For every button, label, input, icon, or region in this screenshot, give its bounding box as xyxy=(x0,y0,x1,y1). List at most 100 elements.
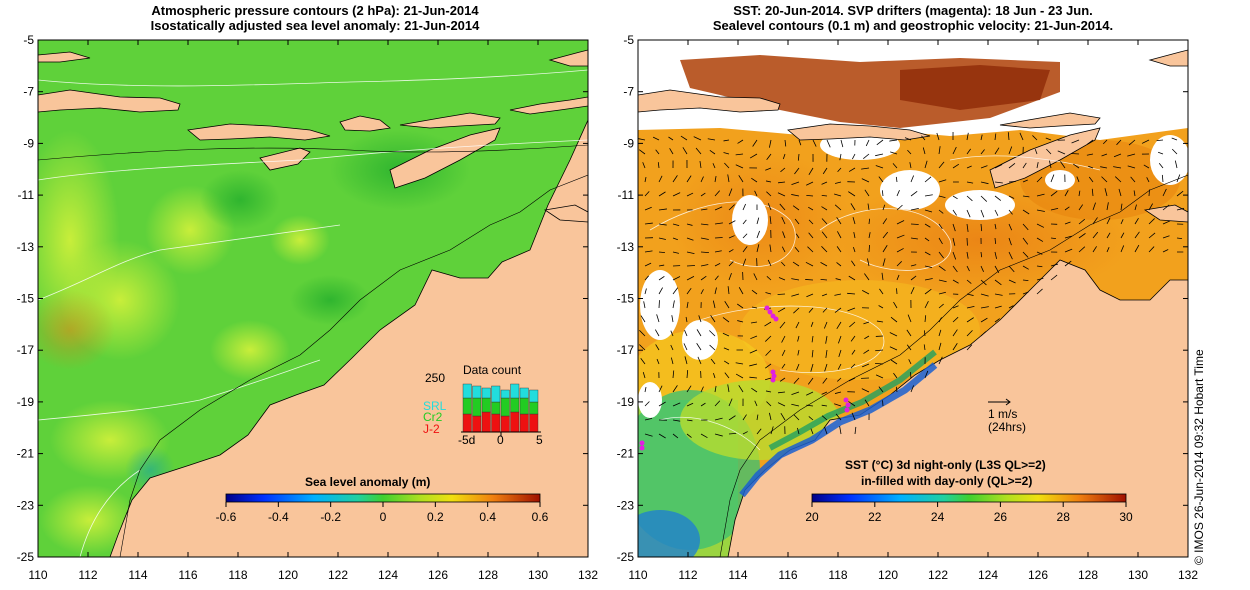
right-lon-tick: 114 xyxy=(728,568,747,582)
velocity-arrow xyxy=(1078,233,1086,239)
velocity-arrow xyxy=(1022,195,1030,198)
velocity-arrow xyxy=(737,139,744,144)
data-count-bar-cr2 xyxy=(491,401,501,415)
velocity-arrow xyxy=(1176,190,1184,197)
velocity-arrow xyxy=(723,139,730,142)
left-panel-title: Atmospheric pressure contours (2 hPa): 2… xyxy=(40,3,590,33)
velocity-arrow xyxy=(952,209,957,216)
velocity-arrow xyxy=(1078,246,1086,253)
velocity-arrow xyxy=(672,419,681,422)
right-lat-tick: -15 xyxy=(617,292,635,306)
left-lon-tick: 124 xyxy=(378,568,398,582)
data-count-ymax: 250 xyxy=(425,371,445,385)
velocity-arrow xyxy=(889,346,898,351)
velocity-arrow xyxy=(853,231,856,239)
velocity-arrow xyxy=(742,233,748,239)
sla-land xyxy=(38,49,588,557)
velocity-arrow xyxy=(658,401,666,407)
velocity-arrow xyxy=(865,139,870,147)
velocity-arrow xyxy=(652,136,660,141)
velocity-arrow xyxy=(893,372,898,379)
velocity-arrow xyxy=(782,153,786,160)
velocity-arrow xyxy=(910,287,915,295)
sst-colorbar-ticks: 20 22 24 26 28 30 xyxy=(805,502,1133,524)
velocity-arrow xyxy=(952,305,959,309)
velocity-arrow xyxy=(834,307,842,313)
velocity-arrow xyxy=(994,251,997,259)
velocity-arrow xyxy=(672,433,679,439)
velocity-arrow xyxy=(728,433,737,435)
velocity-arrow xyxy=(1008,237,1012,246)
velocity-arrow xyxy=(820,278,828,281)
velocity-arrow xyxy=(1133,190,1136,197)
velocity-arrow xyxy=(1022,291,1029,295)
velocity-arrow xyxy=(938,265,946,272)
velocity-arrow xyxy=(811,335,814,343)
velocity-arrow xyxy=(770,426,774,435)
velocity-arrow xyxy=(797,153,800,161)
velocity-arrow xyxy=(640,315,646,323)
sla-map xyxy=(38,40,588,557)
velocity-arrow xyxy=(765,390,772,393)
velocity-arrow xyxy=(924,237,930,242)
sst-colorbar-tick: 28 xyxy=(1057,510,1071,524)
velocity-arrow xyxy=(896,274,900,281)
velocity-arrow xyxy=(906,344,912,351)
data-count-bar-srl xyxy=(472,385,482,399)
velocity-arrow xyxy=(938,251,944,259)
velocity-arrow xyxy=(780,412,786,421)
velocity-arrow xyxy=(822,167,828,175)
velocity-arrow xyxy=(672,223,680,227)
velocity-scale-label: 1 m/s xyxy=(988,407,1017,421)
velocity-arrow xyxy=(808,167,814,176)
velocity-arrow xyxy=(1106,247,1110,253)
velocity-arrow xyxy=(1022,162,1027,169)
velocity-arrow xyxy=(863,153,870,160)
velocity-arrow xyxy=(756,428,762,435)
velocity-arrow xyxy=(966,279,972,284)
velocity-arrow xyxy=(700,275,707,281)
velocity-arrow xyxy=(1162,188,1167,197)
right-lon-tick: 124 xyxy=(978,568,998,582)
velocity-arrow xyxy=(863,349,870,354)
velocity-arrow xyxy=(834,193,842,197)
velocity-arrow xyxy=(966,293,974,296)
velocity-arrow xyxy=(980,181,989,185)
velocity-arrow xyxy=(806,181,814,186)
velocity-arrow xyxy=(672,192,681,197)
velocity-arrow xyxy=(938,237,943,245)
velocity-arrow xyxy=(756,230,760,239)
velocity-arrow xyxy=(1120,245,1125,253)
velocity-arrow xyxy=(1161,174,1164,183)
velocity-arrow xyxy=(728,204,735,211)
velocity-arrow xyxy=(1078,190,1081,197)
velocity-arrow xyxy=(1078,204,1084,211)
velocity-arrow xyxy=(811,349,814,358)
velocity-arrow xyxy=(910,191,918,197)
velocity-arrow xyxy=(639,344,646,351)
velocity-arrow xyxy=(722,317,730,323)
velocity-arrow xyxy=(738,175,744,183)
velocity-arrow xyxy=(1176,237,1183,239)
velocity-arrow xyxy=(994,181,1003,184)
velocity-arrow xyxy=(644,401,650,407)
velocity-arrow xyxy=(751,289,758,295)
velocity-arrow xyxy=(1086,139,1094,145)
right-lon-tick: 122 xyxy=(928,568,948,582)
velocity-arrow xyxy=(808,307,814,313)
velocity-arrow xyxy=(724,162,730,169)
velocity-arrow xyxy=(1086,153,1094,156)
velocity-arrow xyxy=(1073,163,1080,169)
velocity-arrow xyxy=(658,276,665,281)
velocity-arrow xyxy=(1022,265,1029,270)
sst-colorbar-tick: 22 xyxy=(868,510,882,524)
sealevel-contours xyxy=(649,155,1101,451)
velocity-arrow xyxy=(896,234,905,239)
velocity-arrow xyxy=(850,335,856,342)
velocity-arrow xyxy=(875,374,884,379)
velocity-arrow xyxy=(875,153,884,157)
velocity-arrow xyxy=(698,315,702,323)
right-lat-tick: -23 xyxy=(617,498,635,512)
data-count-bar-srl xyxy=(529,389,539,403)
velocity-arrow xyxy=(1064,206,1070,211)
